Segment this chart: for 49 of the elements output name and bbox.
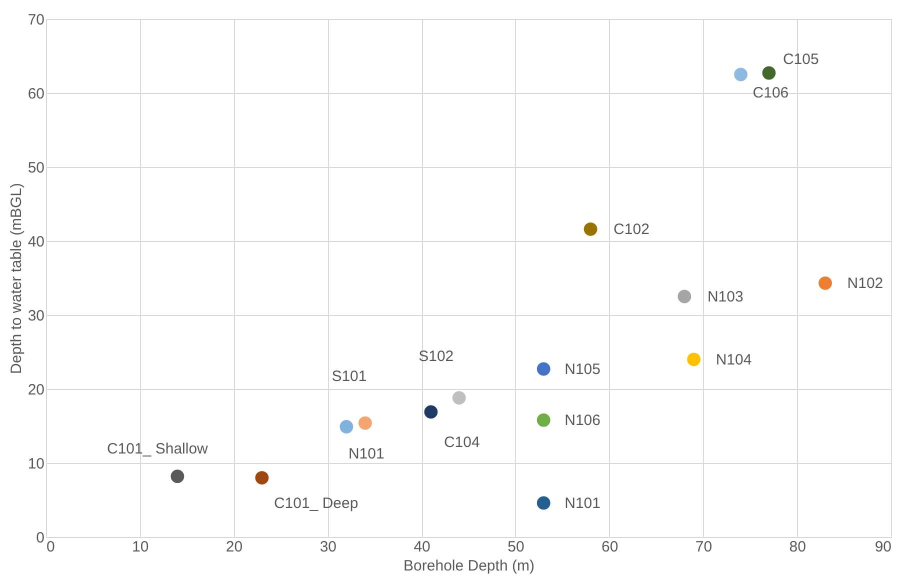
y-tick-label: 60: [28, 86, 44, 102]
point: [536, 362, 550, 376]
x-tick-label: 40: [414, 538, 430, 556]
point: [762, 66, 776, 80]
series-label: C102: [614, 221, 650, 238]
text: S101: [332, 368, 367, 386]
x-tick-label: 10: [132, 538, 149, 556]
point: [536, 413, 550, 427]
point: [818, 276, 832, 290]
series-label: C104: [444, 434, 480, 451]
point: [687, 352, 701, 366]
x-tick-label: 0: [46, 538, 55, 556]
y-tick-label: 50: [28, 160, 44, 176]
x-tick-label: 90: [874, 538, 892, 556]
x-tick-label: 80: [789, 538, 806, 556]
point: [340, 420, 354, 434]
point: [358, 416, 372, 430]
y-tick-label: 70: [28, 12, 44, 28]
x-tick-label: 70: [695, 538, 712, 556]
series-label: C101_ Shallow: [106, 440, 208, 458]
point: [678, 290, 692, 304]
point: [424, 405, 438, 419]
x-tick-label: 60: [601, 538, 618, 556]
y-tick-label: 20: [28, 382, 44, 398]
series-label: N104: [716, 351, 752, 368]
series-label: C101_ Deep: [274, 494, 358, 512]
series-label: C106: [752, 84, 789, 102]
x-tick-label: 50: [508, 538, 524, 556]
y-tick-label: 40: [28, 234, 44, 250]
x-axis-title: Borehole Depth (m): [404, 558, 534, 574]
series-label: N101: [564, 494, 600, 512]
series-label: N106: [564, 412, 600, 430]
x-tick-label: 20: [226, 538, 243, 556]
point: [734, 68, 748, 82]
point: [584, 222, 598, 236]
series-label: N105: [564, 361, 600, 378]
y-axis-title: Depth to water table (mBGL): [8, 183, 25, 374]
series-label: N103: [707, 288, 744, 306]
y-tick-label: 30: [28, 308, 44, 324]
point: [255, 471, 269, 484]
y-tick-label: 10: [28, 456, 44, 472]
point: [452, 391, 466, 405]
series-label: N102: [847, 275, 884, 292]
point: [536, 496, 550, 510]
series-label: N101: [348, 446, 384, 463]
x-tick-label: 30: [320, 538, 337, 556]
series-label: S102: [418, 348, 454, 365]
point: [170, 470, 184, 484]
series-label: C105: [782, 51, 819, 68]
